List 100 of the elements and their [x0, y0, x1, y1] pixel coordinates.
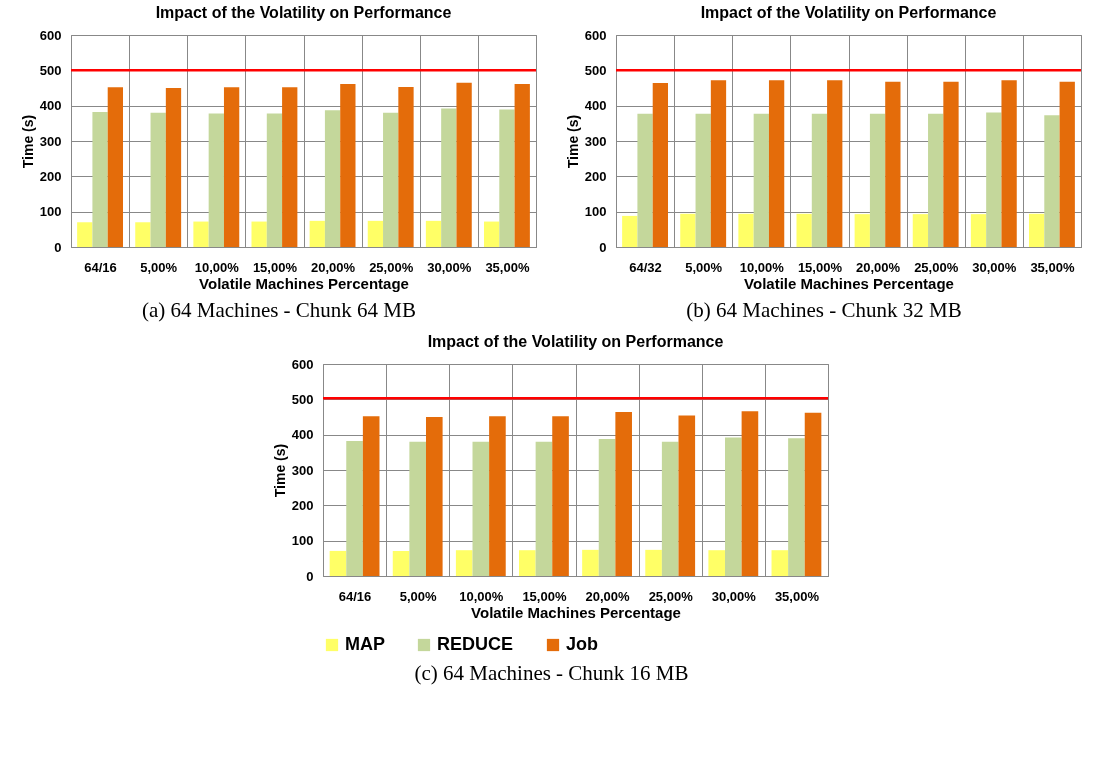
- bar: [489, 416, 506, 576]
- bar: [678, 415, 696, 576]
- bar: [912, 214, 928, 247]
- bar: [266, 113, 282, 247]
- bar: [695, 113, 711, 247]
- y-tick-label: 0: [53, 239, 61, 255]
- bar: [985, 112, 1001, 247]
- bar: [942, 81, 959, 247]
- y-axis-title: Time (s): [19, 114, 36, 169]
- bar: [768, 80, 784, 247]
- x-tick-label: 25,00%: [648, 588, 694, 604]
- y-tick-label: 100: [39, 204, 61, 220]
- bar: [324, 110, 340, 247]
- legend-label: Job: [566, 634, 599, 654]
- y-axis-title: Time (s): [271, 443, 288, 498]
- bar: [1059, 81, 1075, 247]
- y-tick-label: 600: [291, 356, 314, 372]
- x-tick-label: 10,00%: [459, 588, 504, 604]
- bar: [795, 213, 812, 247]
- bar: [76, 222, 92, 247]
- x-axis-title: Volatile Machines Percentage: [743, 274, 954, 292]
- bar: [425, 417, 443, 576]
- y-tick-label: 100: [584, 204, 606, 220]
- y-tick-label: 200: [291, 497, 314, 513]
- bar: [535, 441, 553, 576]
- x-tick-label: 35,00%: [1029, 259, 1075, 275]
- bar: [107, 87, 123, 247]
- y-tick-label: 0: [598, 239, 606, 255]
- bar: [498, 109, 515, 247]
- bar: [1043, 115, 1060, 247]
- x-tick-label: 10,00%: [194, 259, 239, 275]
- y-tick-label: 0: [306, 568, 314, 584]
- x-tick-label: 5,00%: [139, 259, 178, 275]
- bar: [1000, 80, 1017, 247]
- chart-title: Impact of the Volatility on Performance: [700, 4, 996, 21]
- x-tick-label: 25,00%: [368, 259, 414, 275]
- x-tick-label: 64/16: [338, 588, 372, 604]
- bar: [679, 213, 696, 247]
- y-tick-label: 500: [39, 62, 61, 78]
- legend-label: REDUCE: [437, 634, 514, 654]
- bar: [367, 220, 383, 247]
- y-tick-label: 300: [291, 462, 314, 478]
- x-tick-label: 64/32: [628, 259, 662, 275]
- bar: [519, 550, 536, 576]
- bar: [483, 221, 499, 247]
- text: (b) 64 Machines - Chunk 32 MB: [686, 298, 962, 323]
- y-tick-label: 300: [584, 133, 606, 149]
- x-tick-label: 20,00%: [310, 259, 356, 275]
- bar: [771, 550, 789, 576]
- y-tick-label: 400: [291, 427, 314, 443]
- bar: [661, 441, 679, 576]
- bar: [91, 112, 108, 247]
- bar: [382, 112, 398, 247]
- y-axis-title: Time (s): [564, 114, 581, 169]
- bar: [192, 221, 209, 247]
- bar: [250, 221, 267, 247]
- chart-title: Impact of the Volatility on Performance: [155, 4, 451, 21]
- y-tick-label: 500: [584, 62, 606, 78]
- bar: [708, 550, 726, 576]
- bar: [970, 214, 986, 247]
- bar: [598, 438, 616, 576]
- x-tick-label: 10,00%: [739, 259, 784, 275]
- x-tick-label: 15,00%: [522, 588, 567, 604]
- bar: [150, 112, 166, 247]
- x-tick-label: 30,00%: [426, 259, 472, 275]
- x-tick-label: 20,00%: [585, 588, 631, 604]
- bar: [710, 80, 726, 247]
- x-tick-label: 35,00%: [774, 588, 820, 604]
- x-tick-label: 64/16: [83, 259, 117, 275]
- bar: [409, 441, 426, 576]
- bar: [552, 416, 569, 576]
- x-axis-title: Volatile Machines Percentage: [198, 274, 409, 292]
- bar: [329, 550, 347, 576]
- bar: [615, 412, 632, 576]
- bar: [741, 411, 759, 576]
- bar: [514, 84, 530, 247]
- bar: [208, 113, 224, 247]
- y-tick-label: 600: [584, 27, 606, 43]
- bar: [869, 113, 885, 247]
- x-tick-label: 15,00%: [252, 259, 297, 275]
- bar: [927, 113, 943, 247]
- bar: [309, 220, 325, 247]
- x-axis-title: Volatile Machines Percentage: [471, 603, 681, 621]
- x-tick-label: 30,00%: [971, 259, 1017, 275]
- bar: [636, 113, 653, 247]
- bar: [804, 412, 822, 576]
- bar: [281, 87, 297, 247]
- text: (c) 64 Machines - Chunk 16 MB: [414, 661, 689, 686]
- x-tick-label: 25,00%: [913, 259, 959, 275]
- bar: [582, 549, 599, 576]
- bar: [472, 441, 490, 576]
- bar: [223, 87, 239, 247]
- bar: [652, 83, 668, 247]
- y-tick-label: 200: [584, 168, 606, 184]
- x-tick-label: 30,00%: [711, 588, 757, 604]
- bar: [753, 113, 769, 247]
- bar: [811, 113, 827, 247]
- y-tick-label: 200: [39, 168, 61, 184]
- bar: [1028, 213, 1044, 247]
- bar: [884, 81, 901, 247]
